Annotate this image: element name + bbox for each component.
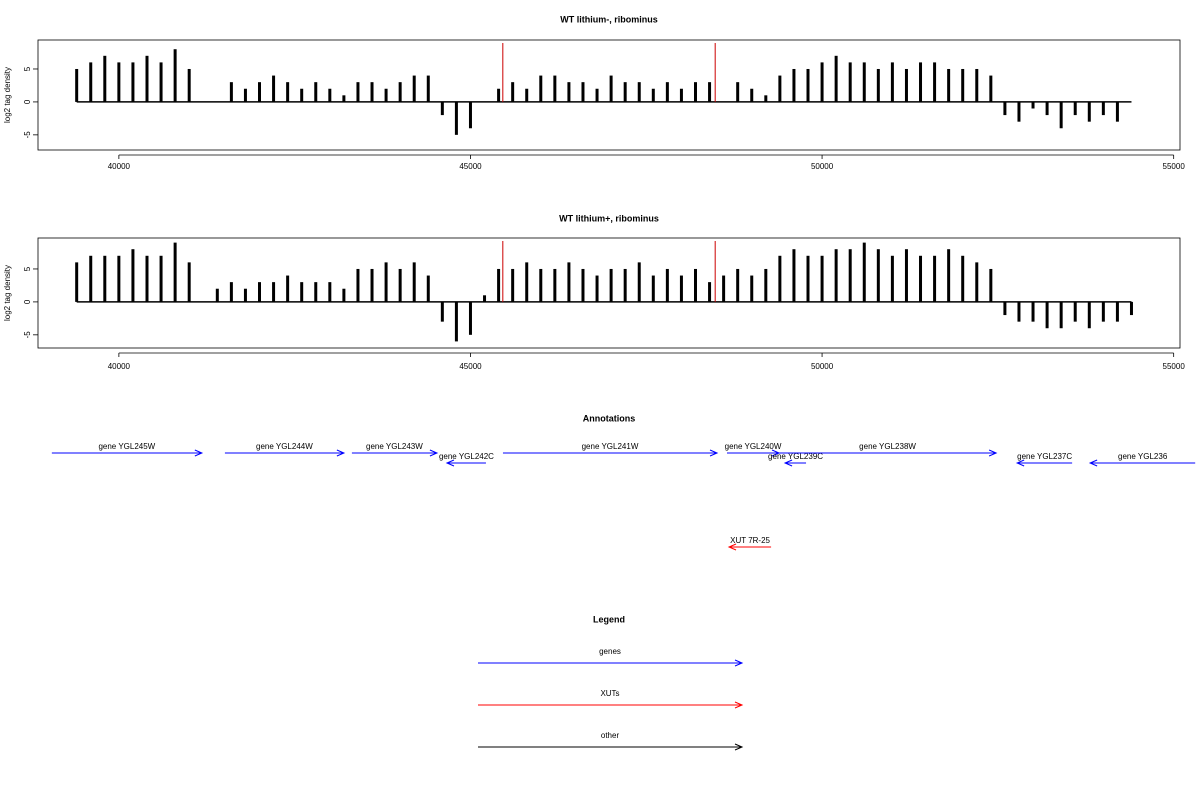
feature-arrow-head [445,459,455,467]
legend-label: genes [599,647,621,656]
feature-arrow-head [709,449,719,457]
x-tick-label: 55000 [1163,162,1186,171]
feature-label: gene YGL239C [768,452,823,461]
feature-label: gene YGL240W [725,442,782,451]
feature-label: gene YGL245W [98,442,155,451]
feature-arrow-head [1015,459,1025,467]
legend-label: XUTs [600,689,619,698]
y-tick-label: 0 [23,299,32,304]
chart-title: WT lithium+, ribominus [559,213,659,223]
x-tick-label: 50000 [811,362,834,371]
legend-title: Legend [593,614,625,624]
feature-arrow-head [988,449,998,457]
annotations-title: Annotations [583,413,636,423]
y-tick-label: 5 [23,66,32,71]
legend-arrow-head [734,743,744,751]
x-tick-label: 55000 [1163,362,1186,371]
y-tick-label: -5 [23,331,32,339]
feature-label: gene YGL237C [1017,452,1072,461]
legend-arrow-head [734,659,744,667]
y-tick-label: -5 [23,131,32,139]
feature-arrow-head [336,449,346,457]
feature-label: gene YGL243W [366,442,423,451]
feature-label: gene YGL244W [256,442,313,451]
x-tick-label: 40000 [108,362,131,371]
x-tick-label: 45000 [459,362,482,371]
y-axis-label: log2 tag density [3,265,12,321]
x-tick-label: 50000 [811,162,834,171]
feature-arrow-head [1088,459,1098,467]
legend-label: other [601,731,620,740]
feature-label: gene YGL238W [859,442,916,451]
legend-arrow-head [734,701,744,709]
feature-arrow-head [194,449,204,457]
feature-label: gene YGL241W [582,442,639,451]
y-tick-label: 0 [23,99,32,104]
chart-title: WT lithium-, ribominus [560,14,658,24]
x-tick-label: 40000 [108,162,131,171]
feature-label: gene YGL242C [439,452,494,461]
feature-arrow-head [429,449,439,457]
y-tick-label: 5 [23,266,32,271]
feature-label: gene YGL236 [1118,452,1168,461]
feature-arrow-head [783,459,793,467]
x-tick-label: 45000 [459,162,482,171]
feature-label: XUT 7R-25 [730,536,770,545]
plot-frame [37,237,1181,349]
y-axis-label: log2 tag density [3,67,12,123]
feature-arrow-head [727,543,737,551]
plot-frame [37,39,1181,151]
